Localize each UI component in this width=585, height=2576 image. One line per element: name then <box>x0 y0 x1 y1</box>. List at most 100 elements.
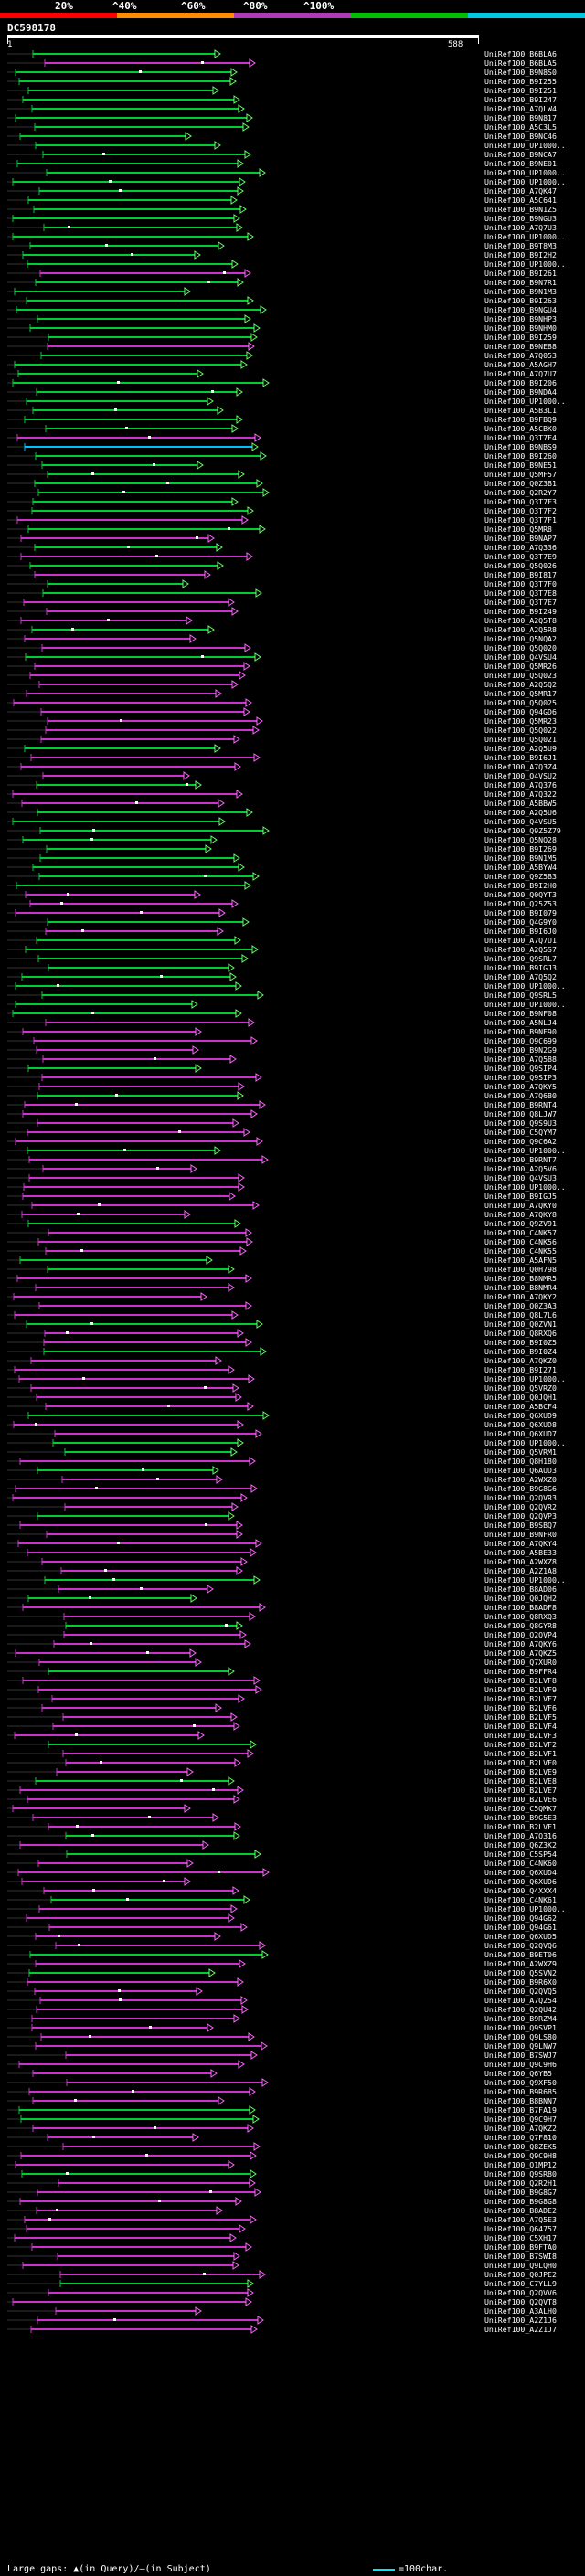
hit-row[interactable]: UniRef100_A2WXZ0 <box>0 1475 585 1484</box>
hit-label[interactable]: UniRef100_Q5Q025 <box>484 698 557 707</box>
hit-label[interactable]: UniRef100_B9NC46 <box>484 132 557 141</box>
hit-row[interactable]: UniRef100_Q3T7F4 <box>0 433 585 442</box>
hit-row[interactable]: UniRef100_B9G8G7 <box>0 2188 585 2197</box>
hit-row[interactable]: UniRef100_B2LVF3 <box>0 1731 585 1740</box>
hit-row[interactable]: UniRef100_B9FTA0 <box>0 2242 585 2252</box>
hit-row[interactable]: UniRef100_Q9LS80 <box>0 2032 585 2041</box>
hit-label[interactable]: UniRef100_A5CBK0 <box>484 424 557 433</box>
hit-label[interactable]: UniRef100_Q2QVR3 <box>484 1493 557 1502</box>
hit-label[interactable]: UniRef100_A2WXZ8 <box>484 1557 557 1566</box>
hit-label[interactable]: UniRef100_Q3T7F3 <box>484 497 557 506</box>
hit-row[interactable]: UniRef100_A7Q7U1 <box>0 936 585 945</box>
hit-row[interactable]: UniRef100_B9I247 <box>0 95 585 104</box>
hit-label[interactable]: UniRef100_A5NLJ4 <box>484 1018 557 1027</box>
hit-label[interactable]: UniRef100_Q94GD6 <box>484 707 557 716</box>
hit-row[interactable]: UniRef100_B9T8M3 <box>0 241 585 250</box>
hit-label[interactable]: UniRef100_A7Q376 <box>484 780 557 790</box>
hit-row[interactable]: UniRef100_A5BYW4 <box>0 863 585 872</box>
hit-label[interactable]: UniRef100_Q6YB5 <box>484 2069 552 2078</box>
hit-row[interactable]: UniRef100_A5BCF4 <box>0 1402 585 1411</box>
hit-row[interactable]: UniRef100_B9G5E3 <box>0 1813 585 1822</box>
hit-row[interactable]: UniRef100_B2LVF1 <box>0 1822 585 1831</box>
hit-row[interactable]: UniRef100_Q5MR17 <box>0 689 585 698</box>
hit-row[interactable]: UniRef100_A2Q5V6 <box>0 1164 585 1173</box>
hit-label[interactable]: UniRef100_B9R6X0 <box>484 1977 557 1987</box>
hit-row[interactable]: UniRef100_A5BBW5 <box>0 799 585 808</box>
hit-row[interactable]: UniRef100_Q9SIP4 <box>0 1064 585 1073</box>
hit-row[interactable]: UniRef100_Q94G61 <box>0 1923 585 1932</box>
hit-label[interactable]: UniRef100_C4NK55 <box>484 1246 557 1256</box>
hit-label[interactable]: UniRef100_B9I2H0 <box>484 881 557 890</box>
hit-row[interactable]: UniRef100_C4NK55 <box>0 1246 585 1256</box>
hit-row[interactable]: UniRef100_A5C641 <box>0 196 585 205</box>
hit-label[interactable]: UniRef100_B9G8G6 <box>484 1484 557 1493</box>
hit-row[interactable]: UniRef100_Q6XUD6 <box>0 1877 585 1886</box>
hit-row[interactable]: UniRef100_A5NLJ4 <box>0 1018 585 1027</box>
hit-row[interactable]: UniRef100_B9G8G8 <box>0 2197 585 2206</box>
hit-label[interactable]: UniRef100_A5C3L5 <box>484 122 557 132</box>
hit-label[interactable]: UniRef100_Q0QYT3 <box>484 890 557 899</box>
hit-row[interactable]: UniRef100_Q3T7F2 <box>0 506 585 515</box>
hit-label[interactable]: UniRef100_B9I2H2 <box>484 250 557 260</box>
hit-label[interactable]: UniRef100_B9T8M3 <box>484 241 557 250</box>
hit-label[interactable]: UniRef100_Q9Z5Z79 <box>484 826 561 835</box>
hit-label[interactable]: UniRef100_B9I6J1 <box>484 753 557 762</box>
hit-row[interactable]: UniRef100_UP1000.. <box>0 168 585 177</box>
hit-label[interactable]: UniRef100_Q2QVR2 <box>484 1502 557 1511</box>
hit-row[interactable]: UniRef100_Q2QVP4 <box>0 1630 585 1639</box>
hit-row[interactable]: UniRef100_Q3T7F3 <box>0 497 585 506</box>
hit-row[interactable]: UniRef100_Q3T7E8 <box>0 588 585 598</box>
hit-label[interactable]: UniRef100_A5C641 <box>484 196 557 205</box>
hit-row[interactable]: UniRef100_Q9C9H8 <box>0 2151 585 2160</box>
hit-row[interactable]: UniRef100_B2LVF5 <box>0 1712 585 1722</box>
hit-row[interactable]: UniRef100_Q0Z3B1 <box>0 479 585 488</box>
hit-label[interactable]: UniRef100_Q9SIP3 <box>484 1073 557 1082</box>
hit-row[interactable]: UniRef100_Q9Z5Z79 <box>0 826 585 835</box>
hit-label[interactable]: UniRef100_Q5MF57 <box>484 470 557 479</box>
hit-label[interactable]: UniRef100_B9I271 <box>484 1365 557 1374</box>
hit-row[interactable]: UniRef100_C5XH17 <box>0 2233 585 2242</box>
hit-row[interactable]: UniRef100_C4NK56 <box>0 1237 585 1246</box>
hit-row[interactable]: UniRef100_B9N817 <box>0 113 585 122</box>
hit-label[interactable]: UniRef100_B9N2G9 <box>484 1045 557 1055</box>
hit-row[interactable]: UniRef100_B9I255 <box>0 77 585 86</box>
hit-label[interactable]: UniRef100_Q9SRL5 <box>484 991 557 1000</box>
hit-row[interactable]: UniRef100_Q9S9U3 <box>0 1118 585 1128</box>
hit-label[interactable]: UniRef100_A2Z1J7 <box>484 2325 557 2334</box>
hit-label[interactable]: UniRef100_UP1000.. <box>484 168 566 177</box>
hit-label[interactable]: UniRef100_B9G5E3 <box>484 1813 557 1822</box>
hit-label[interactable]: UniRef100_B9NAP7 <box>484 534 557 543</box>
hit-label[interactable]: UniRef100_C4NK60 <box>484 1859 557 1868</box>
hit-row[interactable]: UniRef100_Q3T7F0 <box>0 579 585 588</box>
hit-row[interactable]: UniRef100_Q5Q022 <box>0 726 585 735</box>
hit-row[interactable]: UniRef100_B9IGJ3 <box>0 963 585 972</box>
hit-label[interactable]: UniRef100_Q4VSU2 <box>484 771 557 780</box>
hit-row[interactable]: UniRef100_Q9SRL5 <box>0 991 585 1000</box>
hit-row[interactable]: UniRef100_A2Q5Q2 <box>0 680 585 689</box>
hit-row[interactable]: UniRef100_Q9SVP1 <box>0 2023 585 2032</box>
hit-row[interactable]: UniRef100_B2LVE7 <box>0 1786 585 1795</box>
hit-label[interactable]: UniRef100_C5QYM7 <box>484 1128 557 1137</box>
hit-label[interactable]: UniRef100_Q94G62 <box>484 1913 557 1923</box>
hit-label[interactable]: UniRef100_B9NE88 <box>484 342 557 351</box>
hit-label[interactable]: UniRef100_A5BCF4 <box>484 1402 557 1411</box>
hit-label[interactable]: UniRef100_A7Q5E3 <box>484 2215 557 2224</box>
hit-label[interactable]: UniRef100_A7Q336 <box>484 543 557 552</box>
hit-row[interactable]: UniRef100_Q8GYR8 <box>0 1621 585 1630</box>
hit-label[interactable]: UniRef100_Q7F810 <box>484 2133 557 2142</box>
hit-label[interactable]: UniRef100_Q2QVQ5 <box>484 1987 557 1996</box>
hit-row[interactable]: UniRef100_A7Q7U3 <box>0 223 585 232</box>
hit-label[interactable]: UniRef100_B9I259 <box>484 333 557 342</box>
hit-row[interactable]: UniRef100_A7QKZ0 <box>0 1356 585 1365</box>
hit-row[interactable]: UniRef100_A5C3L5 <box>0 122 585 132</box>
hit-row[interactable]: UniRef100_Q2QVQ5 <box>0 1987 585 1996</box>
hit-row[interactable]: UniRef100_B7SWJ7 <box>0 2051 585 2060</box>
hit-row[interactable]: UniRef100_Q6YB5 <box>0 2069 585 2078</box>
hit-row[interactable]: UniRef100_B9I263 <box>0 296 585 305</box>
hit-row[interactable]: UniRef100_B2LVE9 <box>0 1767 585 1776</box>
hit-row[interactable]: UniRef100_B6BLA6 <box>0 49 585 58</box>
hit-label[interactable]: UniRef100_Q5MR8 <box>484 525 552 534</box>
hit-label[interactable]: UniRef100_B9NE51 <box>484 461 557 470</box>
hit-row[interactable]: UniRef100_Q5VRZ0 <box>0 1383 585 1393</box>
hit-label[interactable]: UniRef100_Q9C9H8 <box>484 2151 557 2160</box>
